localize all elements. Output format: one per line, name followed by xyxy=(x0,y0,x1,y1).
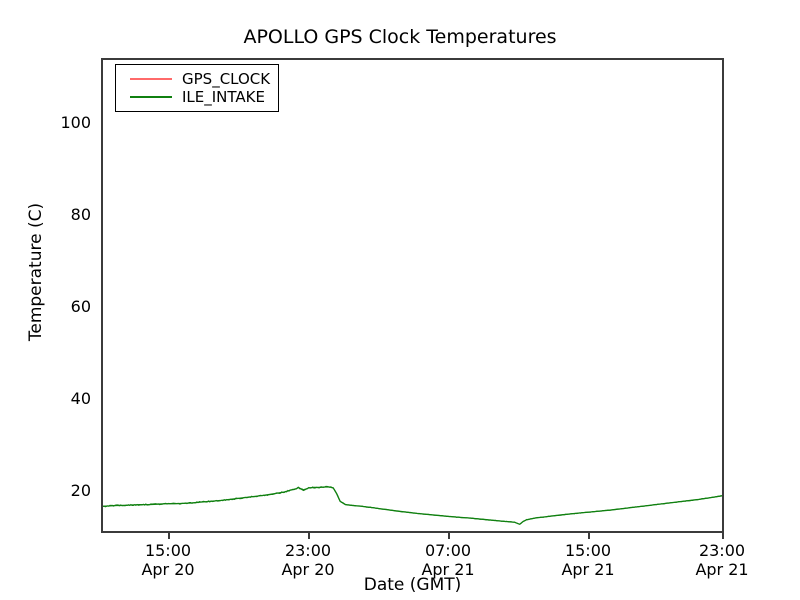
xtick-label-1-time: 15:00 xyxy=(144,541,192,560)
xtick-mark-2 xyxy=(308,533,310,539)
ytick-label-100: 100 xyxy=(60,113,91,132)
xtick-label-3-time: 07:00 xyxy=(424,541,472,560)
plot-area xyxy=(101,58,724,533)
xtick-label-5-time: 23:00 xyxy=(698,541,746,560)
xtick-label-4-date: Apr 21 xyxy=(561,560,615,579)
xtick-label-4: 15:00 Apr 21 xyxy=(528,541,648,579)
xtick-label-3: 07:00 Apr 21 xyxy=(388,541,508,579)
chart-title: APOLLO GPS Clock Temperatures xyxy=(243,26,557,48)
ytick-label-40: 40 xyxy=(70,389,91,408)
xtick-mark-1 xyxy=(168,533,170,539)
legend: GPS_CLOCK ILE_INTAKE xyxy=(115,64,280,112)
legend-label-ile-intake: ILE_INTAKE xyxy=(182,87,265,106)
legend-entry-gps-clock: GPS_CLOCK xyxy=(122,70,270,88)
legend-swatch-gps-clock-icon xyxy=(130,78,172,80)
xtick-label-2-time: 23:00 xyxy=(284,541,332,560)
xtick-label-4-time: 15:00 xyxy=(564,541,612,560)
xtick-label-3-date: Apr 21 xyxy=(421,560,475,579)
xtick-mark-4 xyxy=(588,533,590,539)
series-canvas xyxy=(103,485,722,526)
xtick-label-5-date: Apr 21 xyxy=(695,560,749,579)
xtick-label-2-date: Apr 20 xyxy=(281,560,335,579)
ytick-label-60: 60 xyxy=(70,297,91,316)
legend-swatch-ile-intake-icon xyxy=(130,96,172,98)
legend-entry-ile-intake: ILE_INTAKE xyxy=(122,88,270,106)
xtick-mark-3 xyxy=(448,533,450,539)
ytick-label-80: 80 xyxy=(70,205,91,224)
xtick-label-5: 23:00 Apr 21 xyxy=(662,541,782,579)
legend-label-gps-clock: GPS_CLOCK xyxy=(182,69,271,88)
xtick-mark-5 xyxy=(722,533,724,539)
x-axis-label: Date (GMT) xyxy=(363,575,462,595)
xtick-label-1: 15:00 Apr 20 xyxy=(108,541,228,579)
series-line-ile-intake xyxy=(103,486,722,526)
xtick-label-1-date: Apr 20 xyxy=(141,560,195,579)
y-axis-label: Temperature (C) xyxy=(26,202,46,342)
ytick-label-20: 20 xyxy=(70,481,91,500)
series-line-ile-intake-noise xyxy=(103,485,722,525)
xtick-label-2: 23:00 Apr 20 xyxy=(248,541,368,579)
